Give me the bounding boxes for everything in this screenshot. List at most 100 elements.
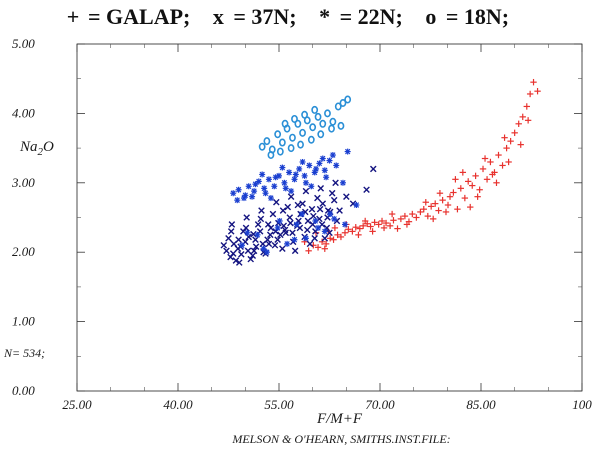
data-point-galap xyxy=(534,87,541,95)
data-point-37n xyxy=(274,236,281,244)
data-point-18n xyxy=(329,117,337,126)
data-point-galap xyxy=(474,193,481,200)
data-point-37n xyxy=(287,219,294,227)
data-point-22n xyxy=(276,217,283,224)
series-18n xyxy=(258,95,352,160)
data-point-galap xyxy=(472,172,479,180)
data-point-galap xyxy=(349,228,356,235)
data-points xyxy=(220,78,541,266)
data-point-galap xyxy=(318,238,326,245)
data-point-18n xyxy=(344,95,352,104)
data-point-37n xyxy=(343,193,350,200)
data-point-22n xyxy=(299,158,306,165)
data-point-18n xyxy=(317,130,325,139)
data-point-37n xyxy=(271,241,279,249)
data-point-18n xyxy=(307,135,315,144)
data-point-18n xyxy=(311,105,319,114)
data-point-22n xyxy=(293,221,300,228)
data-point-22n xyxy=(327,211,334,218)
legend-symbol: * xyxy=(319,4,330,29)
data-point-22n xyxy=(272,174,279,181)
legend-label: = 18N; xyxy=(446,4,509,29)
data-point-18n xyxy=(287,144,295,153)
data-point-22n xyxy=(234,197,241,204)
data-point-22n xyxy=(255,178,262,185)
data-point-galap xyxy=(487,158,494,166)
data-point-37n xyxy=(265,240,273,248)
data-point-galap xyxy=(345,226,352,233)
data-point-galap xyxy=(524,117,532,124)
data-point-22n xyxy=(302,179,309,186)
data-point-galap xyxy=(413,214,420,221)
data-point-18n xyxy=(291,114,298,123)
data-point-galap xyxy=(479,165,487,173)
data-point-22n xyxy=(244,229,251,236)
data-point-galap xyxy=(499,162,506,169)
data-point-22n xyxy=(282,185,289,192)
axis-ticks xyxy=(76,43,583,392)
data-point-22n xyxy=(306,162,313,169)
data-point-37n xyxy=(308,205,316,213)
data-point-37n xyxy=(228,221,236,228)
legend-symbol: x xyxy=(213,4,224,29)
data-point-galap xyxy=(476,186,483,193)
data-point-18n xyxy=(324,109,331,118)
data-point-37n xyxy=(223,247,230,255)
data-point-galap xyxy=(371,219,378,226)
data-point-galap xyxy=(390,217,397,224)
data-point-22n xyxy=(319,155,326,162)
data-point-galap xyxy=(493,179,500,186)
data-point-galap xyxy=(330,236,337,243)
data-point-galap xyxy=(469,182,476,189)
y-tick-label: 1.00 xyxy=(12,314,35,329)
data-point-22n xyxy=(274,224,281,231)
data-point-37n xyxy=(311,235,318,242)
data-point-galap xyxy=(424,212,432,220)
data-point-galap xyxy=(505,158,512,166)
data-point-18n xyxy=(328,124,335,133)
data-point-22n xyxy=(260,245,267,252)
data-point-37n xyxy=(235,236,242,244)
data-point-22n xyxy=(288,188,295,195)
data-point-galap xyxy=(465,178,472,185)
data-point-galap xyxy=(321,245,328,252)
data-point-galap xyxy=(355,231,362,239)
data-point-22n xyxy=(261,185,268,192)
data-point-22n xyxy=(245,183,252,190)
data-point-37n xyxy=(369,165,377,173)
data-point-37n xyxy=(259,240,267,248)
data-point-37n xyxy=(269,210,277,218)
data-point-37n xyxy=(264,221,272,228)
data-point-37n xyxy=(336,207,343,214)
data-point-37n xyxy=(250,247,258,255)
x-tick-label: 55.00 xyxy=(264,397,294,412)
data-point-22n xyxy=(238,242,245,249)
data-point-37n xyxy=(225,235,232,242)
data-point-galap xyxy=(359,222,367,230)
data-point-galap xyxy=(442,208,450,216)
x-tick-label: 85.00 xyxy=(466,397,496,412)
data-point-22n xyxy=(254,231,261,238)
legend-label: = 22N; xyxy=(340,4,403,29)
data-point-37n xyxy=(316,205,324,213)
data-point-galap xyxy=(461,194,469,202)
data-point-37n xyxy=(286,214,294,221)
legend: + = GALAP; x = 37N; * = 22N; o = 18N; xyxy=(67,4,509,29)
data-point-18n xyxy=(289,133,296,142)
data-point-galap xyxy=(322,240,330,248)
data-point-18n xyxy=(274,130,282,139)
data-point-22n xyxy=(312,217,319,224)
data-point-galap xyxy=(380,224,388,232)
data-point-galap xyxy=(403,221,411,228)
data-point-22n xyxy=(291,236,298,243)
legend-entry-22n: * = 22N; xyxy=(319,4,403,29)
data-point-galap xyxy=(454,205,461,213)
data-point-galap xyxy=(483,176,491,183)
data-point-18n xyxy=(258,142,266,151)
data-point-galap xyxy=(356,225,363,232)
x-tick-label: 70.00 xyxy=(365,397,395,412)
data-point-37n xyxy=(317,185,325,192)
data-point-37n xyxy=(266,231,274,239)
data-point-22n xyxy=(339,179,346,186)
